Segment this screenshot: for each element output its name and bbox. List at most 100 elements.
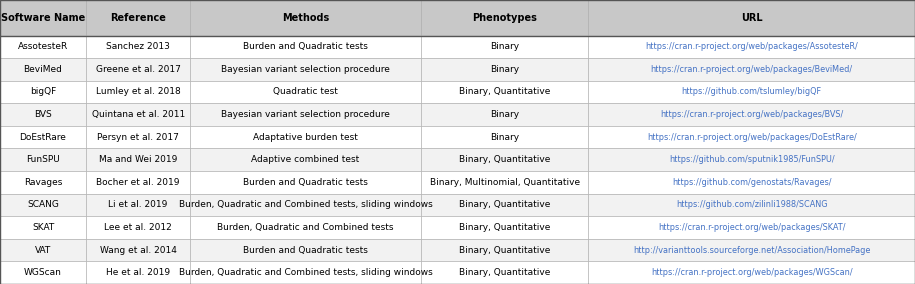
Text: Lumley et al. 2018: Lumley et al. 2018 (96, 87, 180, 97)
Text: Binary, Quantitative: Binary, Quantitative (459, 246, 550, 255)
Text: BVS: BVS (34, 110, 52, 119)
Text: https://github.com/sputnik1985/FunSPU/: https://github.com/sputnik1985/FunSPU/ (669, 155, 834, 164)
Text: Bayesian variant selection procedure: Bayesian variant selection procedure (221, 65, 390, 74)
Bar (190, 36, 421, 58)
Text: Binary, Quantitative: Binary, Quantitative (459, 155, 550, 164)
Bar (0, 81, 86, 103)
Bar (588, 261, 915, 284)
Bar (0, 103, 86, 126)
Text: Burden, Quadratic and Combined tests: Burden, Quadratic and Combined tests (218, 223, 393, 232)
Text: He et al. 2019: He et al. 2019 (106, 268, 170, 277)
Text: Binary: Binary (490, 42, 519, 51)
Text: https://cran.r-project.org/web/packages/DoEstRare/: https://cran.r-project.org/web/packages/… (647, 133, 856, 142)
Text: Binary, Quantitative: Binary, Quantitative (459, 223, 550, 232)
Bar (190, 0, 421, 36)
Bar (588, 239, 915, 261)
Bar (0, 149, 86, 171)
Text: Ravages: Ravages (24, 178, 62, 187)
Bar (0, 239, 86, 261)
Text: Adaptative burden test: Adaptative burden test (253, 133, 358, 142)
Text: AssotesteR: AssotesteR (18, 42, 68, 51)
Bar (421, 261, 588, 284)
Text: DoEstRare: DoEstRare (19, 133, 67, 142)
Bar (86, 81, 190, 103)
Text: Ma and Wei 2019: Ma and Wei 2019 (99, 155, 178, 164)
Text: Li et al. 2019: Li et al. 2019 (109, 201, 167, 209)
Bar (86, 126, 190, 149)
Text: Binary, Quantitative: Binary, Quantitative (459, 87, 550, 97)
Bar (588, 149, 915, 171)
Bar (0, 126, 86, 149)
Bar (421, 103, 588, 126)
Text: Phenotypes: Phenotypes (472, 13, 537, 23)
Text: Quadratic test: Quadratic test (274, 87, 338, 97)
Text: SKAT: SKAT (32, 223, 54, 232)
Bar (421, 239, 588, 261)
Bar (588, 81, 915, 103)
Bar (421, 126, 588, 149)
Bar (588, 36, 915, 58)
Text: bigQF: bigQF (30, 87, 56, 97)
Text: http://varianttools.sourceforge.net/Association/HomePage: http://varianttools.sourceforge.net/Asso… (633, 246, 870, 255)
Text: Quintana et al. 2011: Quintana et al. 2011 (92, 110, 185, 119)
Text: Methods: Methods (282, 13, 329, 23)
Bar (86, 36, 190, 58)
Bar (190, 126, 421, 149)
Bar (0, 216, 86, 239)
Bar (421, 0, 588, 36)
Bar (86, 216, 190, 239)
Text: https://cran.r-project.org/web/packages/BVS/: https://cran.r-project.org/web/packages/… (660, 110, 844, 119)
Text: Burden, Quadratic and Combined tests, sliding windows: Burden, Quadratic and Combined tests, sl… (178, 268, 433, 277)
Bar (588, 58, 915, 81)
Text: Binary: Binary (490, 110, 519, 119)
Bar (86, 194, 190, 216)
Text: Reference: Reference (110, 13, 167, 23)
Text: Sanchez 2013: Sanchez 2013 (106, 42, 170, 51)
Text: Burden and Quadratic tests: Burden and Quadratic tests (243, 246, 368, 255)
Text: https://cran.r-project.org/web/packages/AssotesteR/: https://cran.r-project.org/web/packages/… (645, 42, 858, 51)
Bar (0, 261, 86, 284)
Text: https://cran.r-project.org/web/packages/SKAT/: https://cran.r-project.org/web/packages/… (658, 223, 845, 232)
Bar (0, 194, 86, 216)
Text: URL: URL (741, 13, 762, 23)
Bar (421, 194, 588, 216)
Bar (588, 171, 915, 194)
Text: https://cran.r-project.org/web/packages/WGScan/: https://cran.r-project.org/web/packages/… (651, 268, 853, 277)
Bar (86, 149, 190, 171)
Bar (588, 216, 915, 239)
Text: Binary, Quantitative: Binary, Quantitative (459, 201, 550, 209)
Text: https://github.com/genostats/Ravages/: https://github.com/genostats/Ravages/ (672, 178, 832, 187)
Text: Burden and Quadratic tests: Burden and Quadratic tests (243, 178, 368, 187)
Bar (190, 239, 421, 261)
Text: Burden and Quadratic tests: Burden and Quadratic tests (243, 42, 368, 51)
Text: Bayesian variant selection procedure: Bayesian variant selection procedure (221, 110, 390, 119)
Text: FunSPU: FunSPU (27, 155, 59, 164)
Bar (588, 103, 915, 126)
Text: Persyn et al. 2017: Persyn et al. 2017 (97, 133, 179, 142)
Text: SCANG: SCANG (27, 201, 59, 209)
Bar (421, 171, 588, 194)
Text: Adaptive combined test: Adaptive combined test (252, 155, 360, 164)
Bar (421, 81, 588, 103)
Bar (190, 171, 421, 194)
Text: Bocher et al. 2019: Bocher et al. 2019 (96, 178, 180, 187)
Bar (190, 194, 421, 216)
Bar (86, 103, 190, 126)
Bar (0, 171, 86, 194)
Bar (421, 149, 588, 171)
Text: Binary, Multinomial, Quantitative: Binary, Multinomial, Quantitative (429, 178, 580, 187)
Bar (421, 216, 588, 239)
Text: Binary: Binary (490, 133, 519, 142)
Bar (588, 126, 915, 149)
Bar (190, 58, 421, 81)
Bar (86, 58, 190, 81)
Bar (0, 36, 86, 58)
Bar (588, 0, 915, 36)
Text: Binary: Binary (490, 65, 519, 74)
Bar (421, 36, 588, 58)
Text: https://cran.r-project.org/web/packages/BeviMed/: https://cran.r-project.org/web/packages/… (651, 65, 853, 74)
Bar (0, 0, 86, 36)
Bar (588, 194, 915, 216)
Bar (86, 171, 190, 194)
Bar (190, 103, 421, 126)
